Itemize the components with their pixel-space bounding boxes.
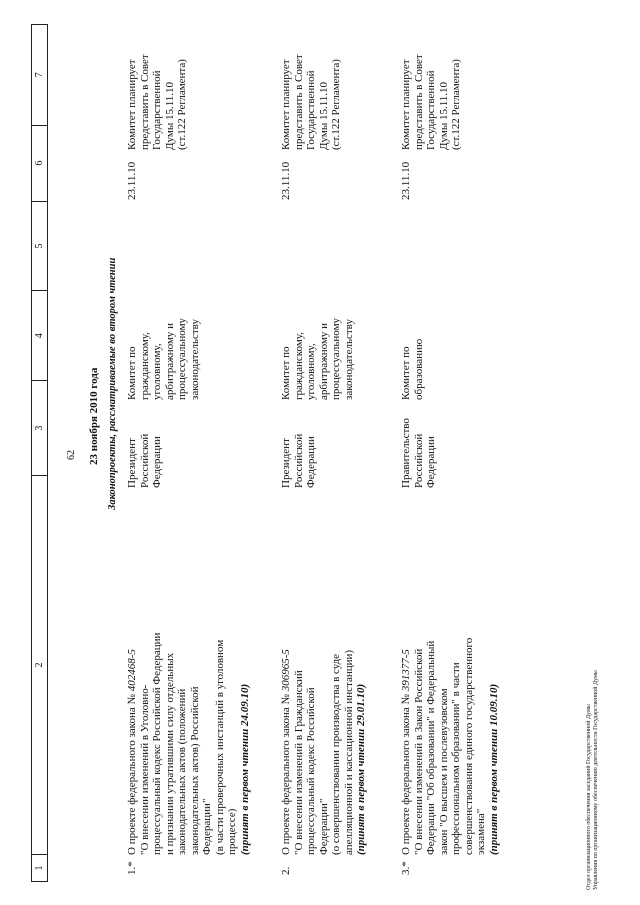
review-date: 23.11.10 xyxy=(280,161,292,200)
date-heading: 23 ноября 2010 года xyxy=(88,367,100,465)
bill-number: 391377-5 xyxy=(400,649,412,692)
initiator: Президент Российской Федерации xyxy=(126,433,163,488)
bill-intro: О проекте федерального закона № xyxy=(126,691,138,855)
column-header-6: 6 xyxy=(32,124,47,201)
row-number: 2. xyxy=(280,866,292,875)
column-header-4: 4 xyxy=(32,290,47,381)
column-header-1: 1 xyxy=(32,854,47,881)
initiator: Президент Российской Федерации xyxy=(280,433,317,488)
table-header: 1 2 3 4 5 6 7 xyxy=(31,24,48,882)
first-reading-note: (принят в первом чтении 24.09.10) xyxy=(238,683,251,855)
row-number: 1.* xyxy=(126,861,138,875)
remark: Комитет планирует представить в Совет Го… xyxy=(400,54,462,150)
first-reading-note: (принят в первом чтении 10.09.10) xyxy=(487,683,500,855)
review-date: 23.11.10 xyxy=(400,161,412,200)
row-number: 3.* xyxy=(400,861,412,875)
bill-title: "О внесении изменений в Закон Российской… xyxy=(412,637,488,855)
column-header-2: 2 xyxy=(32,474,47,855)
bill-intro: О проекте федерального закона № xyxy=(280,691,292,855)
footer-line-1: Отдел организационного обеспечения засед… xyxy=(586,704,592,890)
review-date: 23.11.10 xyxy=(126,161,138,200)
remark: Комитет планирует представить в Совет Го… xyxy=(280,54,342,150)
committee: Комитет по образованию xyxy=(400,338,425,400)
committee: Комитет по гражданскому, уголовному, арб… xyxy=(280,317,355,400)
footer-line-2: Управления по организационному обеспечен… xyxy=(593,670,599,890)
bill-number: 306965-5 xyxy=(280,649,292,692)
first-reading-note: (принят в первом чтении 29.01.10) xyxy=(355,683,367,855)
bill-intro: О проекте федерального закона № xyxy=(400,691,412,855)
column-header-3: 3 xyxy=(32,380,47,475)
bill-number: 402468-5 xyxy=(126,649,138,692)
initiator: Правительство Российской Федерации xyxy=(400,418,437,488)
remark: Комитет планирует представить в Совет Го… xyxy=(126,54,188,150)
section-heading: Законопроекты, рассматриваемые во втором… xyxy=(107,257,118,510)
page-number: 62 xyxy=(66,450,77,460)
bill-title: "О внесении изменений в Уголовно- процес… xyxy=(138,632,239,855)
bill-description: О проекте федерального закона № 306965-5… xyxy=(280,649,368,855)
bill-description: О проекте федерального закона № 402468-5… xyxy=(126,633,251,855)
column-header-7: 7 xyxy=(34,72,45,78)
bill-title: "О внесении изменений в Гражданский проц… xyxy=(292,649,355,855)
committee: Комитет по гражданскому, уголовному, арб… xyxy=(126,317,201,400)
column-header-5: 5 xyxy=(32,200,47,291)
bill-description: О проекте федерального закона № 391377-5… xyxy=(400,638,500,855)
